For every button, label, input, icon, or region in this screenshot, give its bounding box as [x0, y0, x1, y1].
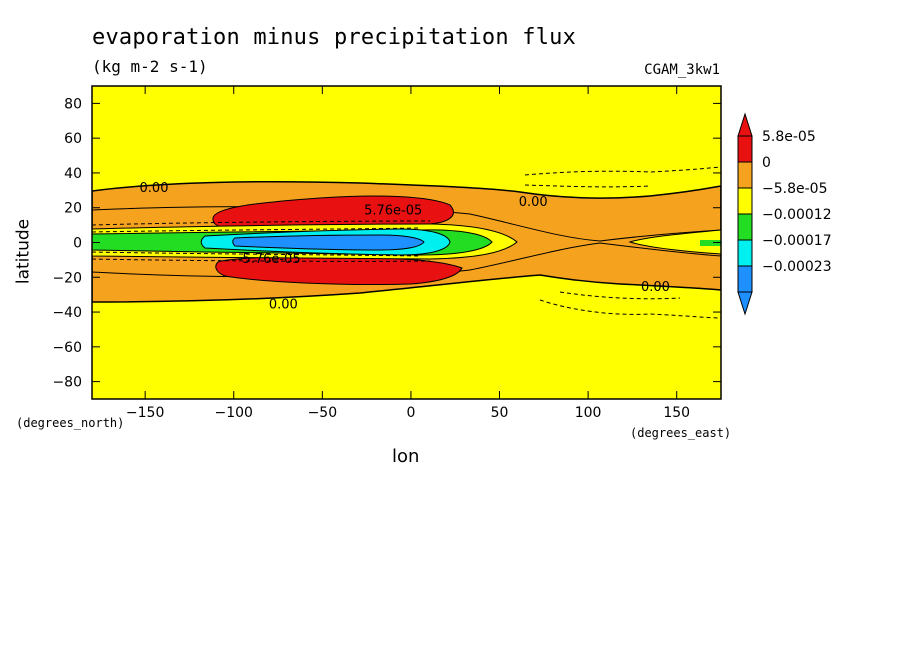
dashed-contour [539, 299, 721, 319]
x-tick-label: −100 [215, 405, 253, 421]
contour-label: 0.00 [641, 280, 670, 295]
y-tick-label: −60 [52, 340, 82, 356]
colorbar-label: −5.8e-05 [762, 181, 827, 197]
contour-label: 5.76e-05 [364, 203, 422, 218]
colorbar-label: 0 [762, 155, 771, 171]
colorbar-swatch [737, 187, 753, 215]
contour-label: 0.00 [269, 297, 298, 312]
x-tick-label: 0 [406, 405, 415, 421]
x-tick-label: 50 [491, 405, 509, 421]
x-ticks: −150 −100 −50 0 50 100 150 [126, 86, 690, 421]
chart-title: evaporation minus precipitation flux [92, 25, 577, 50]
dashed-contour [92, 220, 431, 226]
colorbar: 5.8e-05 0 −5.8e-05 −0.00012 −0.00017 −0.00023 [737, 112, 832, 316]
contour-field [92, 86, 721, 399]
colorbar-swatch [737, 239, 753, 267]
x-axis-label: lon [392, 446, 420, 467]
y-tick-label: 40 [64, 166, 82, 182]
colorbar-swatch [737, 265, 753, 293]
dataset-label: CGAM_3kw1 [644, 62, 720, 78]
x-tick-label: 150 [663, 405, 690, 421]
y-ticks: 80 60 40 20 0 −20 −40 −60 −80 [52, 96, 721, 391]
dashed-contour [92, 251, 421, 257]
x-tick-label: −50 [308, 405, 338, 421]
green-patch-east [700, 240, 721, 246]
dashed-contour [524, 184, 651, 188]
contour-line [92, 206, 721, 242]
y-tick-label: 60 [64, 131, 82, 147]
y-tick-label: 20 [64, 201, 82, 217]
y-tick-label: −40 [52, 305, 82, 321]
y-tick-label: 0 [73, 236, 82, 252]
dashed-contour [92, 258, 431, 262]
y-tick-label: 80 [64, 96, 82, 112]
chart-units: (kg m-2 s-1) [92, 57, 208, 76]
contour-label: 0.00 [519, 195, 548, 210]
yellow-tongue-east [628, 229, 721, 255]
colorbar-arrow-top [737, 112, 753, 137]
dashed-contour [524, 166, 721, 176]
colorbar-label: 5.8e-05 [762, 129, 816, 145]
contour-label: -5.76e-05 [238, 252, 301, 267]
contour-label: 0.00 [140, 181, 169, 196]
x-tick-label: 100 [575, 405, 602, 421]
colorbar-swatch [737, 135, 753, 163]
colorbar-label: −0.00012 [762, 207, 832, 223]
dashed-contour [559, 291, 681, 300]
y-tick-label: −80 [52, 375, 82, 391]
contour-labels: 0.00 0.00 0.00 0.00 5.76e-05 -5.76e-05 [140, 181, 670, 313]
colorbar-swatch [737, 213, 753, 241]
colorbar-label: −0.00023 [762, 259, 832, 275]
blue-region [232, 234, 425, 251]
colorbar-label: −0.00017 [762, 233, 832, 249]
y-axis-units-note: (degrees_north) [16, 416, 125, 430]
x-axis-units-note: (degrees_east) [630, 426, 732, 440]
colorbar-swatch [737, 161, 753, 189]
colorbar-arrow-bottom [737, 291, 753, 316]
x-tick-label: −150 [126, 405, 164, 421]
dashed-contour [92, 227, 421, 233]
y-tick-label: −20 [52, 270, 82, 286]
